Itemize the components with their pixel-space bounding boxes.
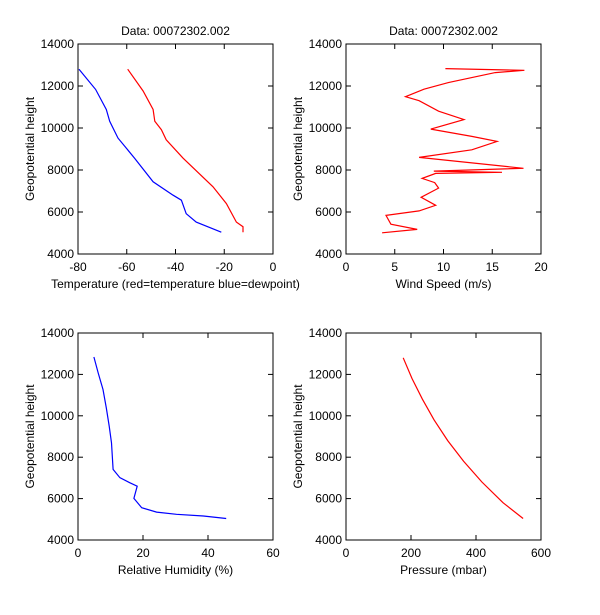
y-tick-label: 14000 [309,37,343,51]
y-tick-label: 10000 [41,121,75,135]
x-tick-label: -40 [167,260,185,274]
x-tick-label: 40 [201,546,215,560]
y-tick-label: 4000 [47,247,74,261]
subplot-1: -80 -60 -40 -20 0 4000 6000 8000 10000 12000 14000… [23,24,300,291]
x-tick-label: -20 [216,260,234,274]
subplot-4: 0 200 400 600 4000 6000 8000 10000 12000 14000 Pre… [291,326,551,577]
x-tick-label: 10 [437,260,451,274]
axes-box [345,43,542,255]
y-axis-label: Geopotential height [23,96,37,201]
x-tick-label: 20 [136,546,150,560]
axes-box [77,332,274,541]
x-axis-label: Relative Humidity (%) [118,563,233,577]
y-axis-label: Geopotential height [291,384,305,489]
x-axis-label: Temperature (red=temperature blue=dewpoi… [51,277,300,291]
x-tick-label: 20 [534,260,548,274]
series-line-1 [402,357,524,519]
y-tick-label: 6000 [47,205,74,219]
y-tick-label: 8000 [315,163,342,177]
y-tick-label: 12000 [41,367,75,381]
y-tick-label: 6000 [47,492,74,506]
x-tick-label: 0 [270,260,277,274]
x-axis-label: Pressure (mbar) [400,563,487,577]
subplot-3: 0 20 40 60 4000 6000 8000 10000 12000 14000 Relati… [23,326,280,577]
x-tick-label: 200 [401,546,421,560]
y-tick-label: 14000 [41,326,75,340]
series-line-1 [93,356,227,520]
y-tick-label: 12000 [41,79,75,93]
x-tick-label: 600 [531,546,551,560]
y-tick-label: 14000 [41,37,75,51]
series-line-1 [382,68,525,234]
series-line-1 [127,68,244,233]
y-tick-label: 10000 [309,121,343,135]
x-tick-label: 15 [486,260,500,274]
subplot-2: 0 5 10 15 20 4000 6000 8000 10000 12000 14000 Data:… [291,24,548,291]
y-tick-label: 12000 [309,367,343,381]
y-tick-label: 6000 [315,492,342,506]
x-tick-label: 5 [391,260,398,274]
y-tick-label: 4000 [47,533,74,547]
y-tick-label: 10000 [41,409,75,423]
axes-box [77,43,274,255]
y-tick-label: 6000 [315,205,342,219]
x-tick-label: 0 [75,546,82,560]
y-tick-label: 10000 [309,409,343,423]
y-tick-label: 8000 [47,450,74,464]
x-tick-label: 400 [466,546,486,560]
y-tick-label: 14000 [309,326,343,340]
chart-title: Data: 00072302.002 [389,24,498,38]
y-tick-label: 8000 [315,450,342,464]
x-tick-label: 0 [343,546,350,560]
y-tick-label: 12000 [309,79,343,93]
y-tick-label: 4000 [315,247,342,261]
x-axis-label: Wind Speed (m/s) [395,277,491,291]
series-line-2 [78,68,222,233]
x-tick-label: -60 [118,260,136,274]
y-axis-label: Geopotential height [291,96,305,201]
x-tick-label: 60 [266,546,280,560]
y-tick-label: 4000 [315,533,342,547]
axes-box [345,332,542,541]
x-tick-label: 0 [343,260,350,274]
chart-title: Data: 00072302.002 [121,24,230,38]
y-tick-label: 8000 [47,163,74,177]
y-axis-label: Geopotential height [23,384,37,489]
x-tick-label: -80 [69,260,87,274]
